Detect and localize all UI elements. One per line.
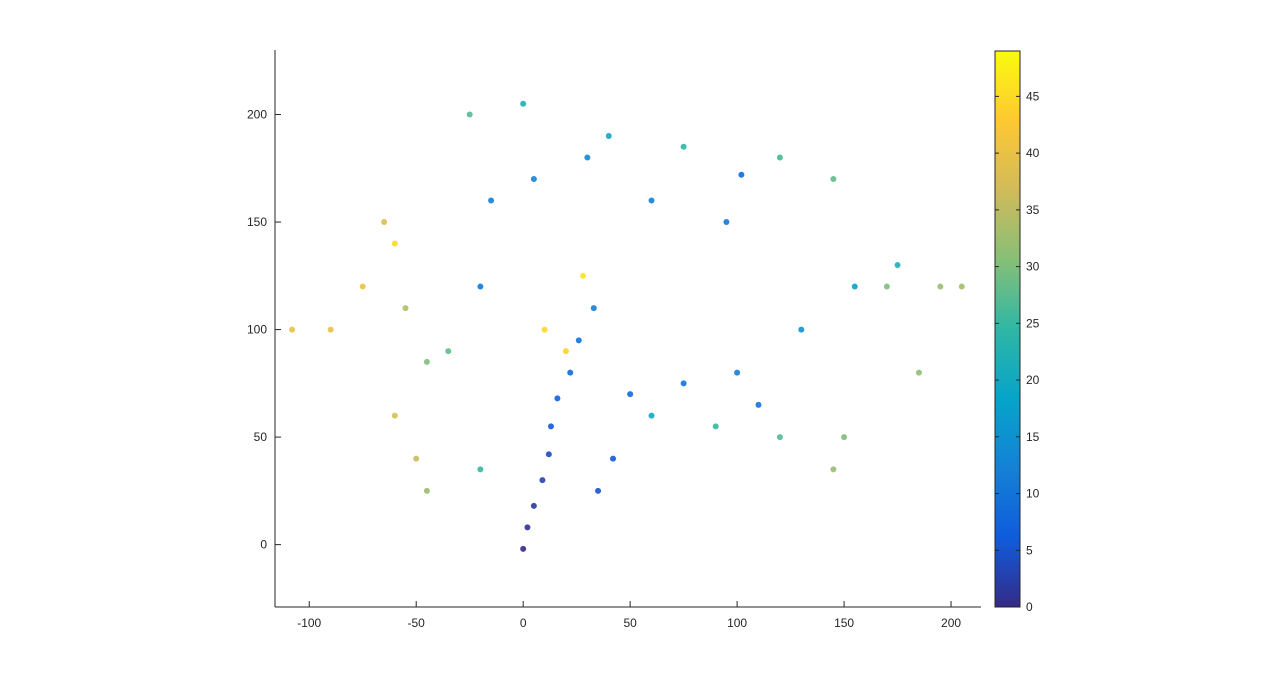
data-point	[610, 455, 617, 462]
data-point	[524, 524, 531, 531]
data-point	[894, 262, 901, 269]
data-point	[584, 154, 591, 161]
data-point	[381, 219, 388, 226]
data-point	[466, 111, 473, 118]
data-point	[841, 434, 848, 441]
colorbar-tick-label: 10	[1026, 487, 1040, 501]
data-point	[883, 283, 890, 290]
colorbar-tick-label: 25	[1026, 316, 1040, 330]
data-point	[539, 477, 546, 484]
data-point	[712, 423, 719, 430]
colorbar-tick-label: 5	[1026, 543, 1033, 557]
colorbar-tick-label: 45	[1026, 89, 1040, 103]
data-point	[391, 412, 398, 419]
data-point	[680, 380, 687, 387]
data-point	[580, 272, 587, 279]
y-tick-label: 150	[247, 215, 267, 229]
data-point	[445, 348, 452, 355]
y-tick-label: 50	[254, 430, 268, 444]
data-point	[488, 197, 495, 204]
data-point	[562, 348, 569, 355]
data-point	[567, 369, 574, 376]
data-point	[359, 283, 366, 290]
data-point	[554, 395, 561, 402]
data-point	[423, 358, 430, 365]
x-tick-label: 50	[623, 616, 637, 630]
x-tick-label: -100	[297, 616, 321, 630]
colorbar-tick-label: 40	[1026, 146, 1040, 160]
data-point	[680, 143, 687, 150]
colorbar-tick-label: 30	[1026, 260, 1040, 274]
y-tick-label: 0	[260, 538, 267, 552]
data-point	[477, 466, 484, 473]
x-tick-label: 0	[520, 616, 527, 630]
colorbar-tick-label: 15	[1026, 430, 1040, 444]
data-point	[648, 412, 655, 419]
y-tick-label: 100	[247, 323, 267, 337]
data-point	[738, 171, 745, 178]
colorbar: 0 5 10 15 20 25 30 35 40 45	[994, 50, 1040, 614]
plot-area	[289, 100, 965, 552]
axes: -100 -50 0 50 100 150 200 0 50 100 150 200	[247, 50, 981, 630]
data-point	[545, 451, 552, 458]
data-point	[958, 283, 965, 290]
data-point	[915, 369, 922, 376]
data-point	[289, 326, 296, 333]
data-point	[830, 176, 837, 183]
data-point	[776, 154, 783, 161]
data-point	[605, 133, 612, 140]
data-point	[423, 487, 430, 494]
x-tick-label: 200	[941, 616, 961, 630]
data-point	[595, 487, 602, 494]
colorbar-gradient	[994, 50, 1021, 608]
data-point	[327, 326, 334, 333]
data-point	[541, 326, 548, 333]
data-point	[851, 283, 858, 290]
data-point	[830, 466, 837, 473]
data-point	[547, 423, 554, 430]
data-point	[937, 283, 944, 290]
y-tick-label: 200	[247, 108, 267, 122]
data-point	[520, 100, 527, 107]
data-point	[798, 326, 805, 333]
data-point	[755, 401, 762, 408]
data-point	[590, 305, 597, 312]
data-point	[530, 502, 537, 509]
colorbar-tick-label: 0	[1026, 600, 1033, 614]
data-point	[776, 434, 783, 441]
data-point	[648, 197, 655, 204]
x-tick-label: 100	[727, 616, 747, 630]
data-point	[734, 369, 741, 376]
colorbar-tick-label: 35	[1026, 203, 1040, 217]
data-point	[723, 219, 730, 226]
data-point	[413, 455, 420, 462]
x-tick-label: -50	[408, 616, 426, 630]
data-point	[530, 176, 537, 183]
data-point	[391, 240, 398, 247]
colorbar-tick-label: 20	[1026, 373, 1040, 387]
data-point	[402, 305, 409, 312]
data-point	[627, 391, 634, 398]
data-point	[575, 337, 582, 344]
data-point	[477, 283, 484, 290]
data-point	[520, 545, 527, 552]
x-tick-label: 150	[834, 616, 854, 630]
data-series	[289, 100, 965, 552]
